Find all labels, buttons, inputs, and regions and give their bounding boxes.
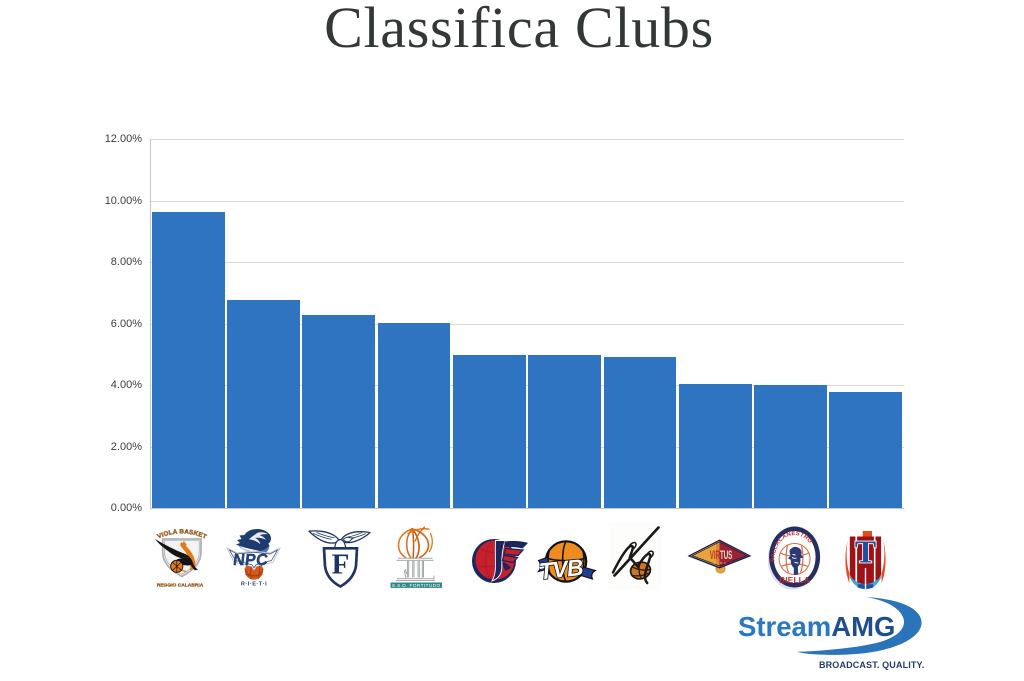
svg-text:S.S.D. FORTITUDO: S.S.D. FORTITUDO (392, 583, 441, 589)
svg-text:VIR: VIR (710, 549, 720, 563)
svg-text:ROMA: ROMA (713, 561, 728, 565)
svg-text:F: F (332, 549, 350, 581)
svg-text:NPC: NPC (232, 551, 269, 569)
svg-text:TVB: TVB (538, 554, 584, 584)
svg-text:REGGIO CALABRIA: REGGIO CALABRIA (157, 582, 204, 588)
svg-text:T: T (855, 534, 876, 570)
svg-text:TUS: TUS (720, 549, 732, 563)
svg-text:R·I·E·T·I: R·I·E·T·I (241, 582, 267, 588)
svg-text:BIELLA: BIELLA (779, 576, 810, 585)
